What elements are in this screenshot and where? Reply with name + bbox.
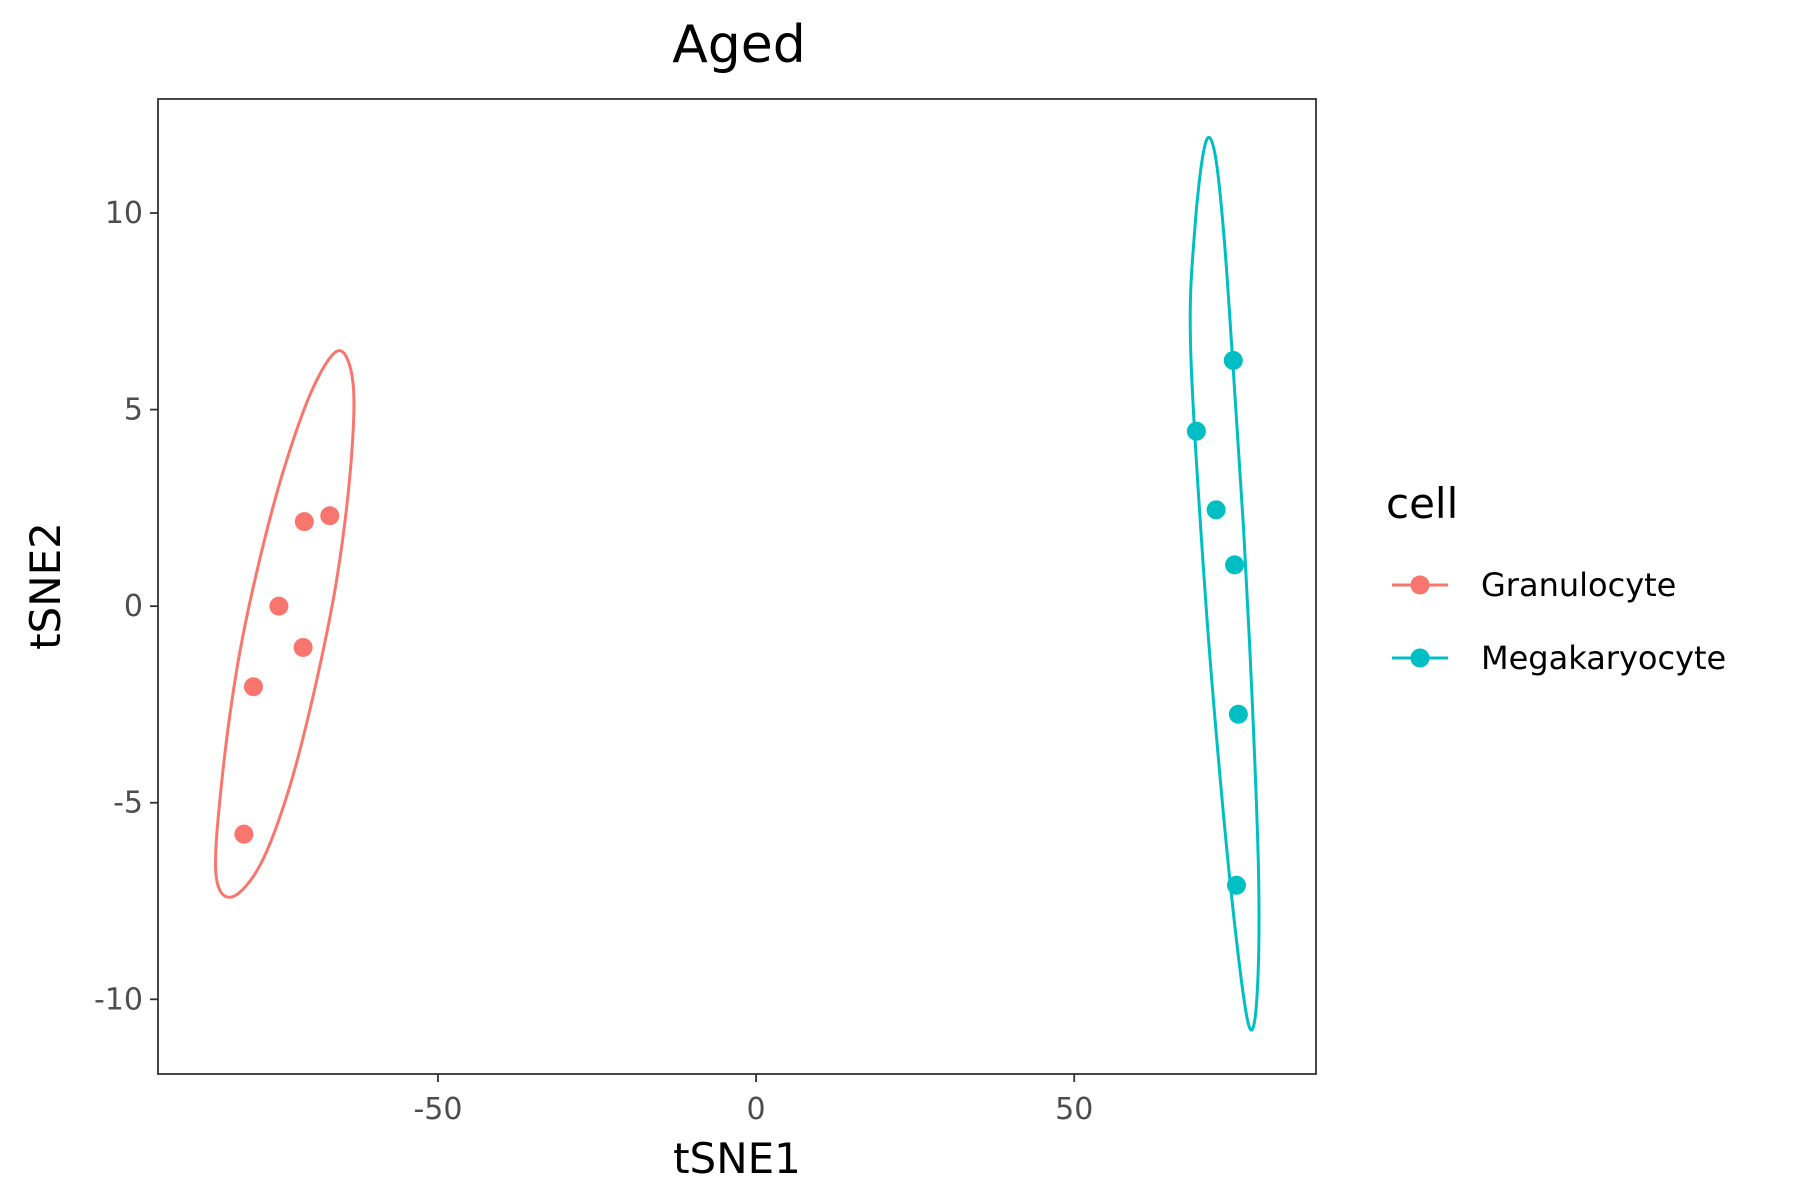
y-tick-label: 10 <box>105 196 143 231</box>
ellipse-megakaryocyte <box>1188 136 1261 1032</box>
legend-key-point-megakaryocyte <box>1410 648 1430 668</box>
plot-panel <box>157 98 1317 1075</box>
point-megakaryocyte <box>1223 350 1243 370</box>
point-granulocyte <box>234 824 254 844</box>
legend-title: cell <box>1386 479 1458 528</box>
x-axis-label: tSNE1 <box>673 1134 801 1183</box>
legend: cell Granulocyte Megakaryocyte <box>1386 479 1726 677</box>
point-granulocyte <box>294 512 314 532</box>
legend-label-megakaryocyte: Megakaryocyte <box>1481 639 1726 677</box>
x-tick-label: 50 <box>1055 1092 1093 1127</box>
confidence-ellipses <box>214 136 1261 1032</box>
point-granulocyte <box>320 506 340 526</box>
legend-label-granulocyte: Granulocyte <box>1481 566 1676 604</box>
x-tick-label: -50 <box>413 1092 462 1127</box>
point-megakaryocyte <box>1225 555 1245 575</box>
legend-items: Granulocyte Megakaryocyte <box>1392 566 1726 677</box>
point-megakaryocyte <box>1226 875 1246 895</box>
legend-key-point-granulocyte <box>1410 575 1430 595</box>
point-megakaryocyte <box>1186 421 1206 441</box>
y-tick-label: -5 <box>113 786 143 821</box>
y-axis-label: tSNE2 <box>21 522 70 650</box>
chart-title: Aged <box>672 15 806 75</box>
point-megakaryocyte <box>1228 704 1248 724</box>
point-megakaryocyte <box>1206 500 1226 520</box>
ellipse-granulocyte <box>214 349 356 899</box>
point-granulocyte <box>243 677 263 697</box>
data-points <box>234 350 1248 895</box>
y-tick-label: -10 <box>94 982 143 1017</box>
x-tick-label: 0 <box>747 1092 766 1127</box>
x-axis-ticks: -50 0 50 <box>413 1074 1093 1127</box>
point-granulocyte <box>293 637 313 657</box>
point-granulocyte <box>269 596 289 616</box>
y-axis-ticks: -10 -5 0 5 10 <box>94 196 158 1017</box>
y-tick-label: 0 <box>124 589 143 624</box>
y-tick-label: 5 <box>124 393 143 428</box>
